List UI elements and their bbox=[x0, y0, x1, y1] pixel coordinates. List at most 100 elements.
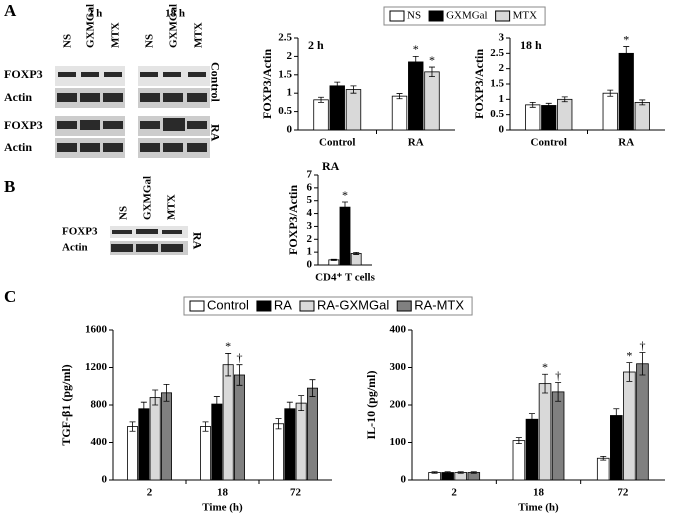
error-bar bbox=[412, 56, 419, 68]
legend-label: RA-GXMGal bbox=[317, 297, 389, 312]
bar bbox=[350, 253, 362, 266]
y-tick-label: 0 bbox=[307, 259, 313, 271]
y-tick-label: 1600 bbox=[85, 324, 108, 336]
legend-label: NS bbox=[407, 10, 421, 22]
error-bar bbox=[529, 102, 536, 108]
significance-marker: * bbox=[542, 360, 548, 374]
significance-marker: * bbox=[225, 339, 231, 353]
bar bbox=[160, 392, 172, 481]
bar bbox=[525, 104, 541, 131]
y-tick-label: 0.5 bbox=[490, 108, 504, 120]
y-tick-label: 300 bbox=[390, 361, 407, 373]
y-tick-label: 3 bbox=[499, 32, 505, 44]
error-bar bbox=[298, 395, 305, 412]
bar bbox=[602, 92, 618, 131]
blot-time: 2 h bbox=[88, 8, 102, 20]
legend-swatch bbox=[299, 300, 315, 312]
error-bar bbox=[613, 408, 620, 423]
legend-swatch bbox=[495, 10, 511, 22]
y-tick-label: 4 bbox=[307, 207, 313, 219]
lane-label: GXMGal bbox=[85, 4, 97, 48]
bar bbox=[596, 457, 610, 481]
error-bar bbox=[457, 471, 464, 474]
bar bbox=[636, 363, 649, 481]
y-tick-label: 800 bbox=[91, 399, 108, 411]
significance-marker: * bbox=[429, 53, 435, 67]
bar bbox=[138, 408, 150, 481]
bar bbox=[127, 426, 139, 481]
error-bar bbox=[318, 96, 325, 103]
lane-label: NS bbox=[118, 206, 130, 220]
y-tick-label: 5 bbox=[307, 194, 313, 206]
error-bar bbox=[152, 389, 159, 406]
error-bar bbox=[129, 421, 136, 432]
row-label: FOXP3 bbox=[4, 67, 43, 81]
bar bbox=[200, 426, 212, 481]
bar bbox=[149, 397, 161, 481]
error-bar bbox=[623, 46, 630, 61]
legend-label: RA-MTX bbox=[414, 297, 464, 312]
panel-label: B bbox=[4, 177, 15, 196]
panel-label: A bbox=[4, 1, 17, 20]
lane-label: MTX bbox=[110, 22, 122, 48]
y-tick-label: 2 bbox=[287, 50, 293, 62]
bar bbox=[233, 374, 245, 481]
bar bbox=[284, 408, 296, 481]
y-tick-label: 100 bbox=[390, 436, 407, 448]
row-label: FOXP3 bbox=[62, 226, 98, 238]
lane-label: GXMGal bbox=[168, 4, 180, 48]
legend-swatch bbox=[396, 300, 412, 312]
row-label: Actin bbox=[62, 242, 88, 254]
x-tick-label: Control bbox=[531, 137, 567, 149]
condition-label: RA bbox=[208, 124, 222, 142]
y-tick-label: 400 bbox=[91, 436, 108, 448]
x-tick-label: RA bbox=[408, 137, 424, 149]
bar bbox=[273, 423, 285, 481]
bar bbox=[557, 98, 573, 131]
panel-label: C bbox=[4, 287, 16, 306]
blot-image bbox=[55, 66, 210, 158]
y-tick-label: 3 bbox=[307, 220, 313, 232]
error-bar bbox=[163, 383, 170, 402]
error-bar bbox=[213, 396, 220, 412]
legend-swatch bbox=[428, 10, 444, 22]
bar bbox=[610, 415, 623, 481]
x-tick-label: 72 bbox=[290, 487, 302, 499]
legend-label: GXMGal bbox=[446, 10, 488, 22]
error-bar bbox=[428, 66, 435, 78]
legend-label: MTX bbox=[513, 10, 538, 22]
x-axis-label: Time (h) bbox=[518, 502, 559, 514]
y-tick-label: 0 bbox=[287, 124, 293, 136]
error-bar bbox=[140, 401, 147, 416]
y-tick-label: 2.5 bbox=[278, 32, 292, 44]
lane-label: MTX bbox=[166, 194, 178, 220]
bar bbox=[329, 85, 345, 131]
bar bbox=[313, 99, 329, 131]
error-bar bbox=[607, 89, 614, 97]
significance-marker: * bbox=[623, 32, 629, 46]
error-bar bbox=[639, 352, 646, 376]
significance-marker: † bbox=[236, 350, 242, 364]
error-bar bbox=[639, 99, 646, 106]
legend-label: Control bbox=[207, 297, 249, 312]
bar bbox=[408, 61, 424, 131]
x-tick-label: RA bbox=[618, 137, 634, 149]
bar bbox=[551, 391, 565, 481]
error-bar bbox=[286, 401, 293, 416]
row-label: FOXP3 bbox=[4, 118, 43, 132]
row-label: Actin bbox=[4, 90, 32, 104]
x-axis-label: Time (h) bbox=[202, 502, 243, 514]
error-bar bbox=[470, 471, 477, 474]
lane-label: MTX bbox=[193, 22, 205, 48]
error-bar bbox=[600, 455, 607, 461]
legend-swatch bbox=[389, 10, 405, 22]
y-axis-label: FOXP3/Actin bbox=[286, 185, 300, 255]
error-bar bbox=[202, 421, 209, 432]
error-bar bbox=[350, 85, 357, 94]
x-tick-label: 2 bbox=[147, 487, 153, 499]
bar bbox=[306, 387, 318, 481]
legend-swatch bbox=[189, 300, 205, 312]
significance-marker: * bbox=[342, 188, 348, 202]
error-bar bbox=[334, 81, 341, 90]
